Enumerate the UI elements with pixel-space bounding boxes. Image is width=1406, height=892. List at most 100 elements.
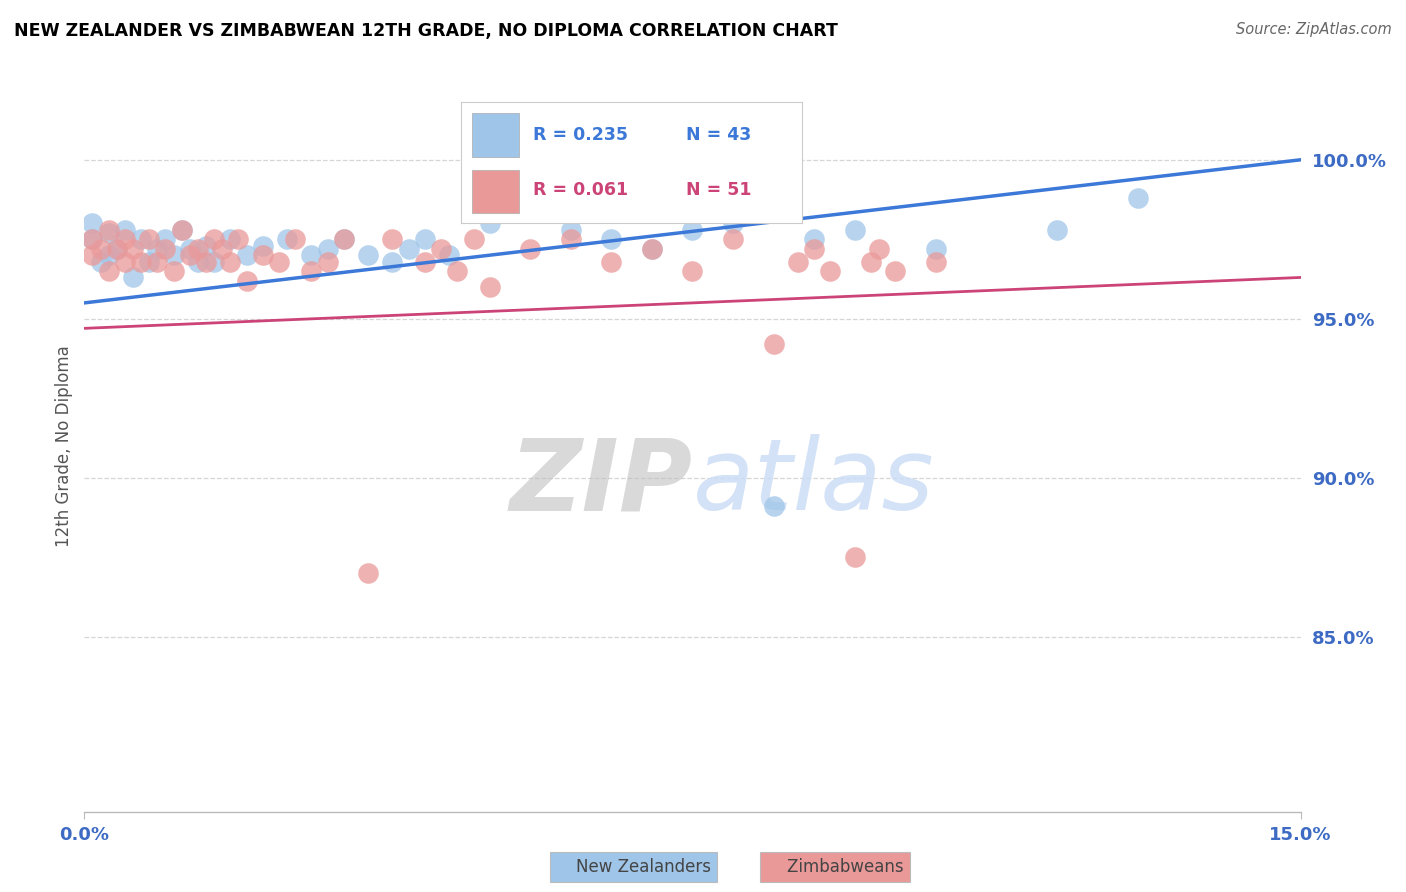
Point <box>1046 223 1069 237</box>
Point <box>413 254 436 268</box>
Point <box>844 550 866 565</box>
Point <box>925 242 948 256</box>
Point <box>162 264 184 278</box>
Point <box>82 232 104 246</box>
Point <box>97 264 120 278</box>
Point <box>202 254 225 268</box>
Point <box>187 254 209 268</box>
Point <box>267 254 290 268</box>
Point <box>381 232 404 246</box>
Point <box>82 248 104 262</box>
Text: ZIP: ZIP <box>509 434 693 531</box>
Point <box>884 264 907 278</box>
Point <box>439 248 461 262</box>
Point <box>105 242 128 256</box>
Point <box>105 242 128 256</box>
Point <box>803 242 825 256</box>
Point <box>97 248 120 262</box>
Point <box>155 232 177 246</box>
Point <box>284 232 307 246</box>
Point <box>430 242 453 256</box>
Point <box>844 223 866 237</box>
Point <box>146 254 169 268</box>
Point <box>90 242 112 256</box>
Point <box>122 242 145 256</box>
Point <box>478 280 501 294</box>
Point <box>357 248 380 262</box>
Point <box>122 270 145 285</box>
Point <box>252 248 274 262</box>
Text: Zimbabweans: Zimbabweans <box>766 858 904 876</box>
Point <box>357 566 380 581</box>
Point <box>413 232 436 246</box>
Point <box>235 248 257 262</box>
Point <box>195 254 218 268</box>
Point <box>762 337 785 351</box>
Point <box>333 232 356 246</box>
Point <box>138 232 160 246</box>
Point <box>560 232 582 246</box>
Point <box>641 242 664 256</box>
Point <box>146 242 169 256</box>
Point <box>97 226 120 240</box>
Point <box>478 216 501 230</box>
Point <box>721 216 744 230</box>
Text: Source: ZipAtlas.com: Source: ZipAtlas.com <box>1236 22 1392 37</box>
Point <box>1128 191 1150 205</box>
Point <box>202 232 225 246</box>
Point <box>195 238 218 252</box>
Point <box>155 242 177 256</box>
Point <box>276 232 298 246</box>
Point <box>219 232 242 246</box>
Point <box>299 248 322 262</box>
Text: NEW ZEALANDER VS ZIMBABWEAN 12TH GRADE, NO DIPLOMA CORRELATION CHART: NEW ZEALANDER VS ZIMBABWEAN 12TH GRADE, … <box>14 22 838 40</box>
Point <box>398 242 420 256</box>
Point <box>600 232 623 246</box>
Point <box>316 254 339 268</box>
Point <box>868 242 890 256</box>
Point <box>219 254 242 268</box>
Point <box>162 248 184 262</box>
Text: atlas: atlas <box>693 434 934 531</box>
Point <box>211 242 233 256</box>
Point <box>129 254 152 268</box>
Point <box>316 242 339 256</box>
Point <box>762 500 785 514</box>
Point <box>333 232 356 246</box>
Point <box>519 201 541 215</box>
Point <box>925 254 948 268</box>
Point <box>82 216 104 230</box>
Point <box>519 242 541 256</box>
Point <box>560 223 582 237</box>
Point <box>803 232 825 246</box>
Point <box>682 223 704 237</box>
Point <box>721 232 744 246</box>
Point <box>129 232 152 246</box>
Point <box>299 264 322 278</box>
Point <box>82 232 104 246</box>
Point <box>179 242 201 256</box>
Point <box>170 223 193 237</box>
Point <box>114 232 136 246</box>
Point <box>381 254 404 268</box>
Point <box>682 264 704 278</box>
Point <box>228 232 250 246</box>
Text: New Zealanders: New Zealanders <box>555 858 711 876</box>
Point <box>179 248 201 262</box>
Point <box>463 232 485 246</box>
Point <box>600 254 623 268</box>
Point <box>252 238 274 252</box>
Point <box>187 242 209 256</box>
Point <box>446 264 468 278</box>
Y-axis label: 12th Grade, No Diploma: 12th Grade, No Diploma <box>55 345 73 547</box>
Point <box>859 254 882 268</box>
Point <box>138 254 160 268</box>
Point <box>170 223 193 237</box>
Point <box>786 254 808 268</box>
Point <box>97 223 120 237</box>
Point <box>641 242 664 256</box>
Point <box>114 254 136 268</box>
Point <box>114 223 136 237</box>
Point <box>90 254 112 268</box>
Point <box>820 264 842 278</box>
